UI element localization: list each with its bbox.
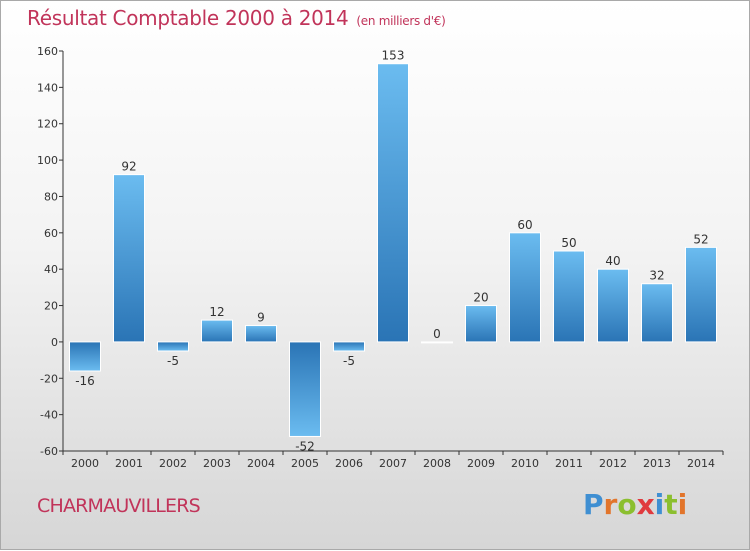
x-tick-label: 2014: [687, 457, 715, 470]
y-tick-label: 120: [37, 118, 58, 131]
x-tick-label: 2003: [203, 457, 231, 470]
proxiti-logo: Proxiti: [583, 488, 687, 521]
bar-2007: [377, 63, 409, 343]
bar-2004: [245, 325, 277, 343]
y-tick-label: 20: [44, 300, 58, 313]
data-label-2006: -5: [343, 354, 355, 368]
data-label-2011: 50: [561, 236, 576, 250]
chart-title-text: Résultat Comptable 2000 à 2014: [27, 6, 349, 30]
y-tick-label: 140: [37, 81, 58, 94]
data-label-2008: 0: [433, 327, 441, 341]
logo-letter: r: [603, 488, 618, 521]
x-tick-label: 2005: [291, 457, 319, 470]
data-label-2002: -5: [167, 354, 179, 368]
y-tick-label: 60: [44, 227, 58, 240]
bar-2012: [597, 268, 629, 343]
data-label-2000: -16: [75, 374, 95, 388]
bar-2005: [289, 341, 321, 437]
bar-2003: [201, 319, 233, 343]
bar-2009: [465, 305, 497, 343]
data-label-2001: 92: [121, 160, 136, 174]
y-tick-label: -40: [40, 409, 58, 422]
chart-unit: (en milliers d'€): [356, 14, 446, 28]
logo-letter: o: [617, 488, 637, 521]
bar-2006: [333, 341, 365, 352]
data-label-2009: 20: [473, 291, 488, 305]
x-tick-label: 2006: [335, 457, 363, 470]
x-tick-label: 2001: [115, 457, 143, 470]
logo-letter: i: [654, 488, 665, 521]
y-tick-label: 100: [37, 154, 58, 167]
x-tick-label: 2008: [423, 457, 451, 470]
data-label-2012: 40: [605, 254, 620, 268]
y-tick-label: 0: [51, 336, 58, 349]
bar-2014: [685, 246, 717, 343]
data-label-2007: 153: [382, 49, 405, 63]
x-tick-label: 2011: [555, 457, 583, 470]
bar-2010: [509, 232, 541, 343]
y-tick-label: 160: [37, 45, 58, 58]
y-tick-label: -20: [40, 372, 58, 385]
x-tick-label: 2002: [159, 457, 187, 470]
x-tick-label: 2012: [599, 457, 627, 470]
x-axis: 2000 2001 2002 2003 2004 2005 2006 2007 2008 2009…: [62, 450, 724, 470]
x-tick-label: 2007: [379, 457, 407, 470]
x-tick-label: 2000: [71, 457, 99, 470]
commune-name: CHARMAUVILLERS: [37, 495, 201, 517]
y-axis: -60 -40 -20 0 20 40 60 80 100 120 140 160: [37, 45, 64, 458]
x-tick-label: 2013: [643, 457, 671, 470]
x-tick-label: 2010: [511, 457, 539, 470]
y-tick-label: 40: [44, 263, 58, 276]
x-tick-label: 2009: [467, 457, 495, 470]
chart-title: Résultat Comptable 2000 à 2014 (en millie…: [27, 6, 446, 30]
data-label-2013: 32: [649, 269, 664, 283]
x-tick-label: 2004: [247, 457, 275, 470]
data-label-2010: 60: [517, 218, 532, 232]
data-label-2005: -52: [295, 439, 315, 453]
logo-letter: P: [583, 488, 604, 521]
data-label-2014: 52: [693, 232, 708, 246]
logo-letter: t: [664, 488, 678, 521]
data-label-2003: 12: [209, 305, 224, 319]
data-label-2004: 9: [257, 311, 265, 325]
logo-letter: x: [636, 488, 655, 521]
logo-letter: i: [677, 488, 688, 521]
bar-2011: [553, 250, 585, 343]
bars: [69, 63, 717, 437]
y-tick-label: -60: [40, 445, 58, 458]
bar-2002: [157, 341, 189, 352]
data-labels: -16 92 -5 12 9 -52 -5 153 0 20 60 50 40 32 52: [75, 49, 708, 454]
bar-2001: [113, 174, 145, 343]
bar-2008: [421, 341, 453, 344]
y-tick-label: 80: [44, 190, 58, 203]
bar-2013: [641, 283, 673, 343]
bar-2000: [69, 341, 101, 372]
